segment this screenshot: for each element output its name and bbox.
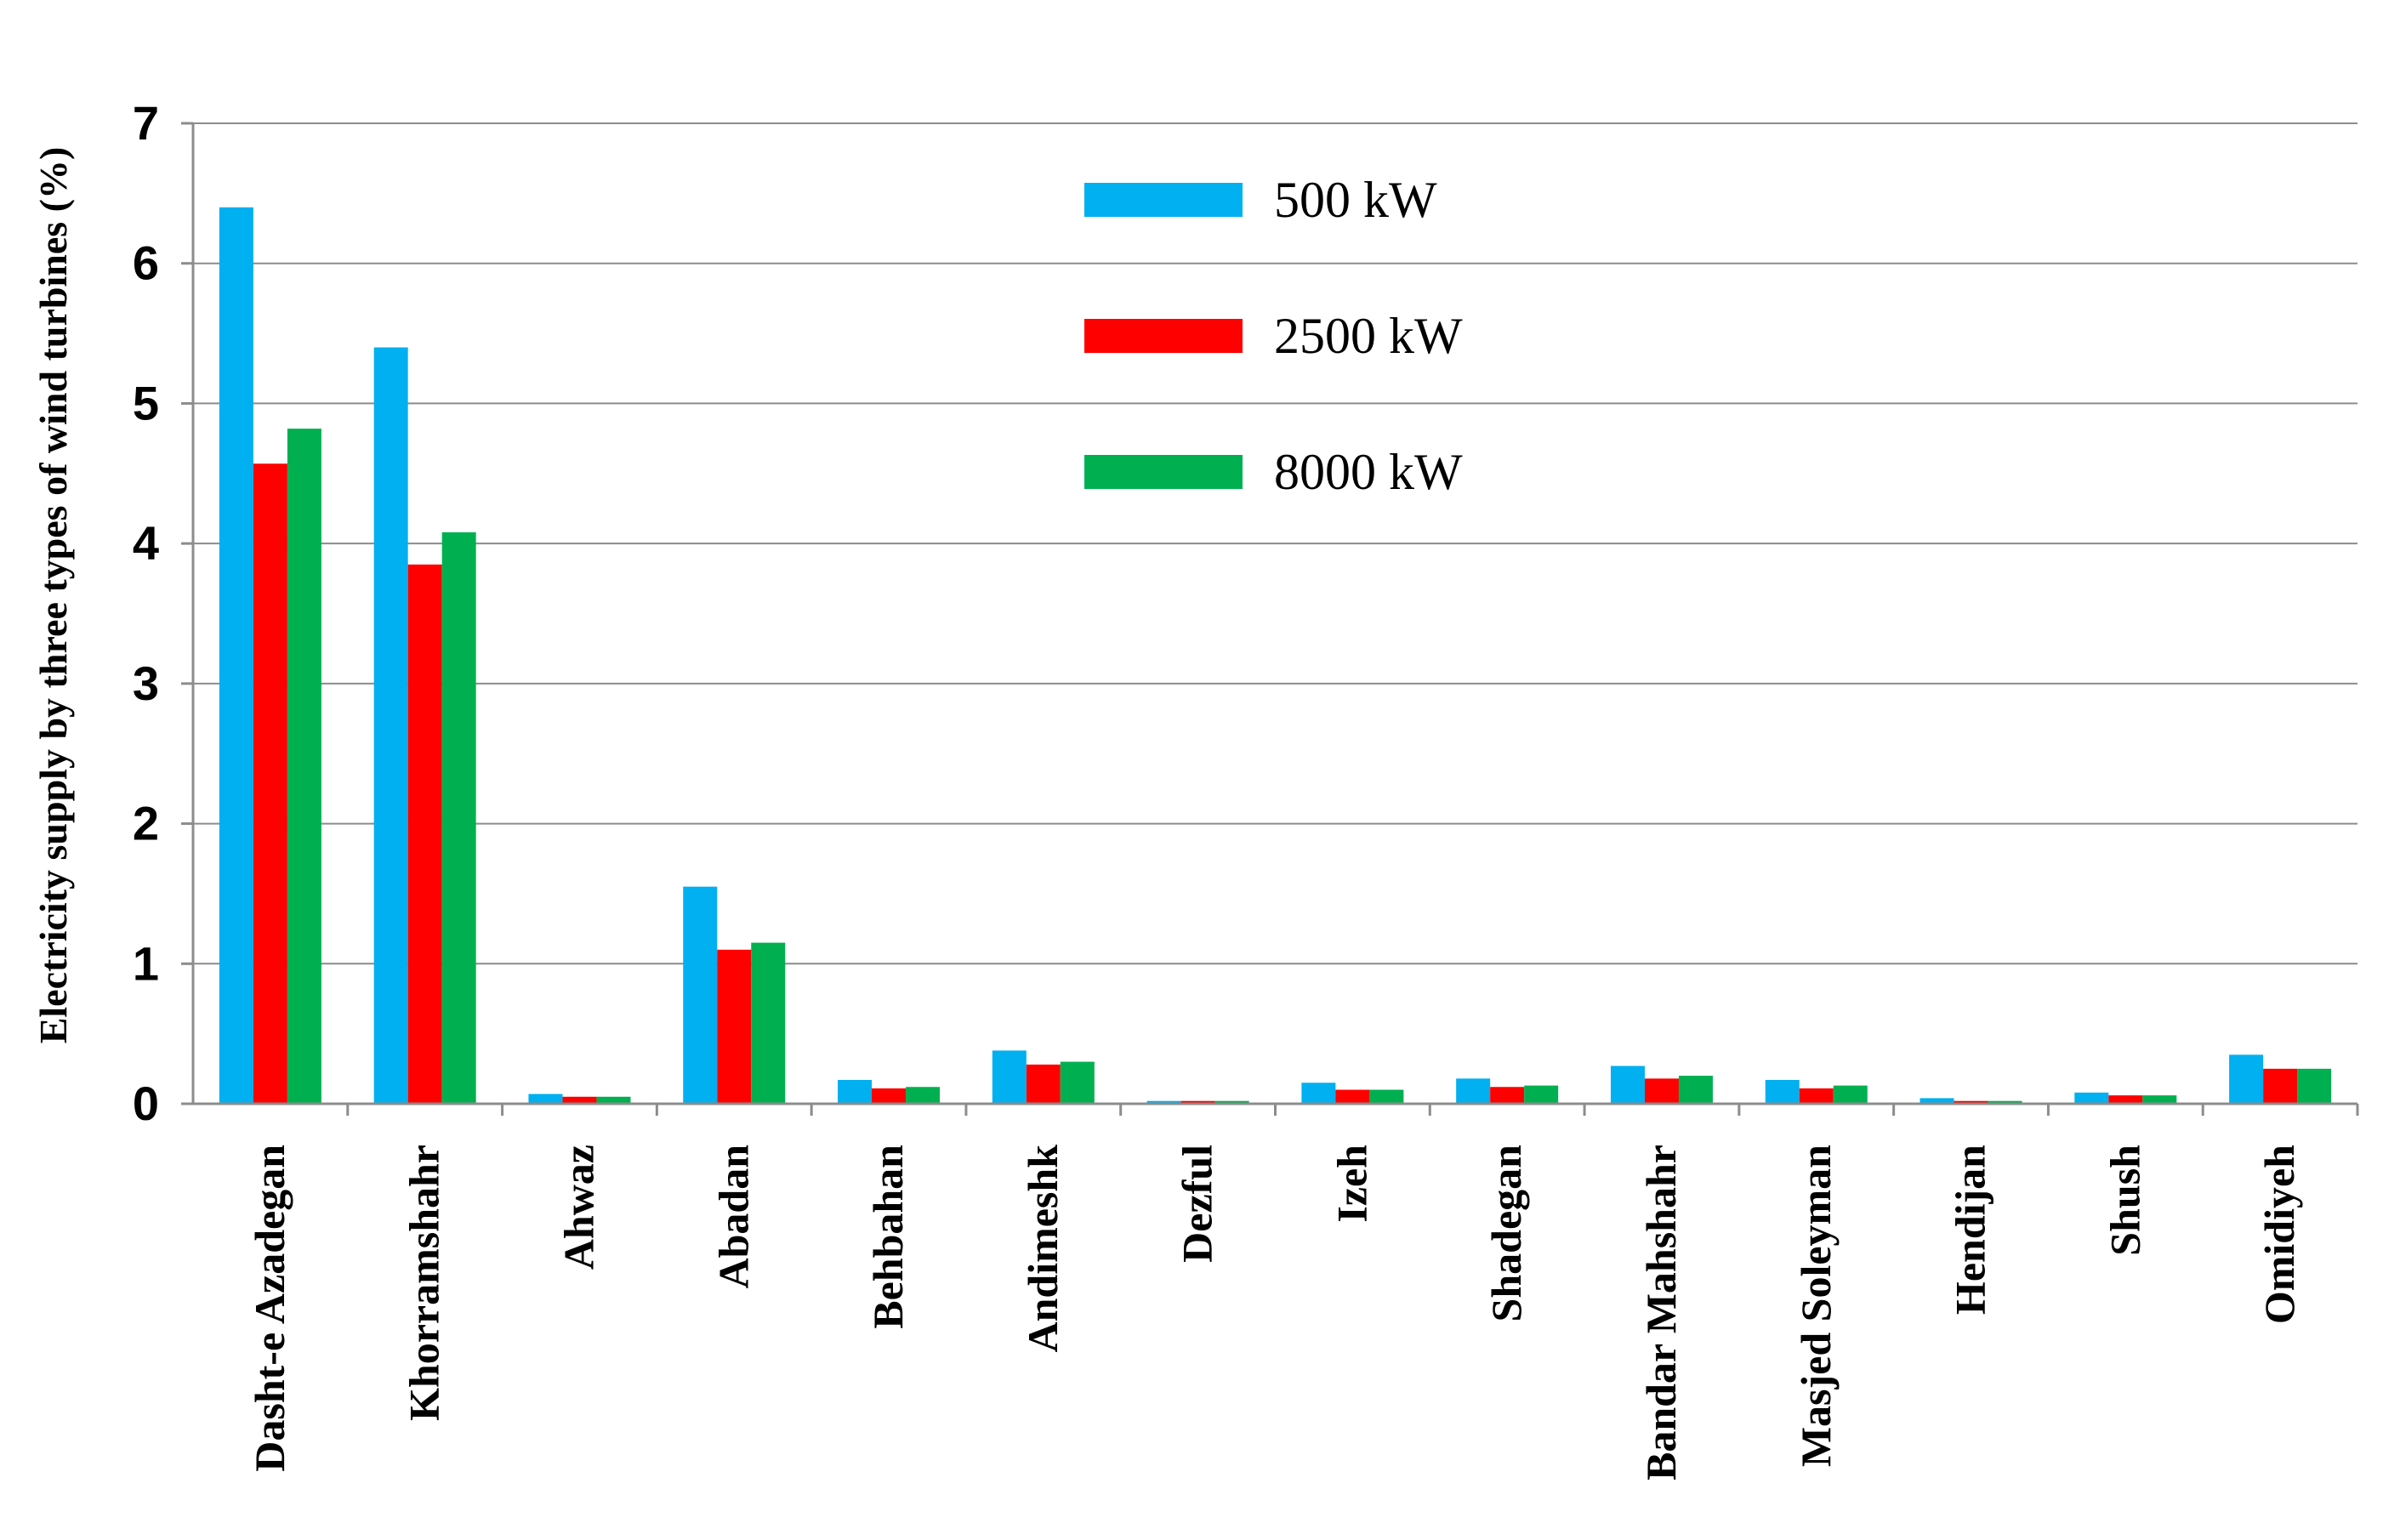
bar-8000-kw-izeh: [1369, 1089, 1404, 1104]
bar-500-kw-izeh: [1301, 1083, 1336, 1104]
x-tick-label: Masjed Soleyman: [1792, 1145, 1840, 1467]
bars: [219, 207, 2332, 1104]
y-tick-label: 0: [133, 1077, 159, 1130]
bar-500-kw-andimeshk: [992, 1050, 1027, 1104]
legend-swatch: [1084, 319, 1243, 353]
bar-2500-kw-behbahan: [872, 1088, 907, 1104]
bar-2500-kw-omidiyeh: [2263, 1068, 2298, 1104]
axes: [191, 123, 2359, 1116]
x-tick-label: Behbahan: [864, 1145, 912, 1329]
bar-2500-kw-shadegan: [1490, 1087, 1525, 1104]
legend-swatch: [1084, 183, 1243, 217]
bar-500-kw-hendijan: [1919, 1098, 1954, 1104]
bar-8000-kw-ahwaz: [596, 1096, 631, 1104]
bar-8000-kw-masjed-soleyman: [1833, 1085, 1868, 1104]
bar-8000-kw-dasht-e-azadegan: [287, 429, 321, 1104]
y-tick-label: 5: [133, 376, 159, 429]
legend-label: 8000 kW: [1274, 444, 1463, 500]
bar-500-kw-abadan: [683, 886, 718, 1104]
x-tick-label: Bandar Mahshahr: [1637, 1145, 1685, 1480]
bar-8000-kw-shush: [2142, 1095, 2177, 1104]
y-tick-label: 1: [133, 936, 159, 990]
bar-2500-kw-masjed-soleyman: [1799, 1088, 1834, 1104]
y-tick-label: 2: [133, 797, 159, 850]
legend-label: 2500 kW: [1274, 308, 1463, 364]
legend: 500 kW 2500 kW 8000 kW: [1084, 172, 1463, 500]
x-tick-label: Abadan: [709, 1145, 757, 1289]
y-tick-label: 3: [133, 656, 159, 710]
x-tick-label: Shadegan: [1482, 1145, 1530, 1322]
bar-2500-kw-hendijan: [1954, 1100, 1988, 1104]
bar-2500-kw-shush: [2108, 1095, 2143, 1104]
x-tick-label: Dasht-e Azadegan: [246, 1145, 293, 1472]
bar-8000-kw-bandar-mahshahr: [1678, 1076, 1713, 1104]
bar-2500-kw-dezful: [1180, 1100, 1215, 1104]
bar-2500-kw-dasht-e-azadegan: [253, 463, 287, 1104]
bar-8000-kw-omidiyeh: [2297, 1068, 2332, 1104]
bar-500-kw-ahwaz: [528, 1094, 563, 1104]
y-axis-label: Electricity supply by three types of win…: [31, 147, 75, 1044]
legend-label: 500 kW: [1274, 172, 1437, 228]
bar-8000-kw-behbahan: [906, 1087, 941, 1104]
x-tick-label: Ahwaz: [555, 1145, 602, 1270]
x-tick-labels: Dasht-e Azadegan Khorramshahr Ahwaz Abadan B…: [246, 1145, 2303, 1480]
x-tick-label: Hendijan: [1947, 1145, 1994, 1315]
bar-500-kw-bandar-mahshahr: [1610, 1065, 1645, 1104]
x-tick-label: Andimeshk: [1019, 1145, 1066, 1353]
y-tick-labels: 0 1 2 3 4 5 6 7: [133, 96, 159, 1130]
y-tick-label: 7: [133, 96, 159, 150]
y-tick-label: 4: [133, 516, 159, 570]
bar-500-kw-behbahan: [838, 1079, 873, 1104]
x-tick-label: Izeh: [1328, 1145, 1375, 1223]
x-tick-label: Omidiyeh: [2255, 1145, 2303, 1324]
bar-8000-kw-abadan: [751, 942, 786, 1104]
bar-500-kw-khorramshahr: [373, 347, 408, 1104]
bar-8000-kw-hendijan: [1988, 1100, 2022, 1104]
y-tick-label: 6: [133, 236, 159, 290]
bar-2500-kw-izeh: [1335, 1089, 1370, 1104]
gridlines: [181, 122, 2357, 1105]
bar-500-kw-dasht-e-azadegan: [219, 207, 253, 1104]
legend-swatch: [1084, 455, 1243, 489]
bar-500-kw-omidiyeh: [2229, 1054, 2264, 1104]
bar-8000-kw-shadegan: [1524, 1085, 1559, 1104]
bar-2500-kw-abadan: [717, 949, 752, 1104]
x-tick-label: Shush: [2101, 1145, 2148, 1256]
bar-8000-kw-andimeshk: [1060, 1061, 1095, 1104]
bar-8000-kw-dezful: [1214, 1100, 1249, 1104]
bar-2500-kw-khorramshahr: [407, 564, 442, 1104]
bar-500-kw-shadegan: [1456, 1078, 1491, 1104]
x-tick-label: Dezful: [1174, 1145, 1221, 1263]
bar-2500-kw-ahwaz: [562, 1096, 597, 1104]
x-tick-label: Khorramshahr: [401, 1145, 448, 1421]
bar-2500-kw-bandar-mahshahr: [1644, 1078, 1679, 1104]
bar-2500-kw-andimeshk: [1026, 1064, 1061, 1104]
bar-500-kw-shush: [2074, 1092, 2109, 1104]
bar-500-kw-masjed-soleyman: [1765, 1079, 1800, 1104]
bar-8000-kw-khorramshahr: [441, 531, 476, 1104]
bar-500-kw-dezful: [1146, 1100, 1181, 1104]
